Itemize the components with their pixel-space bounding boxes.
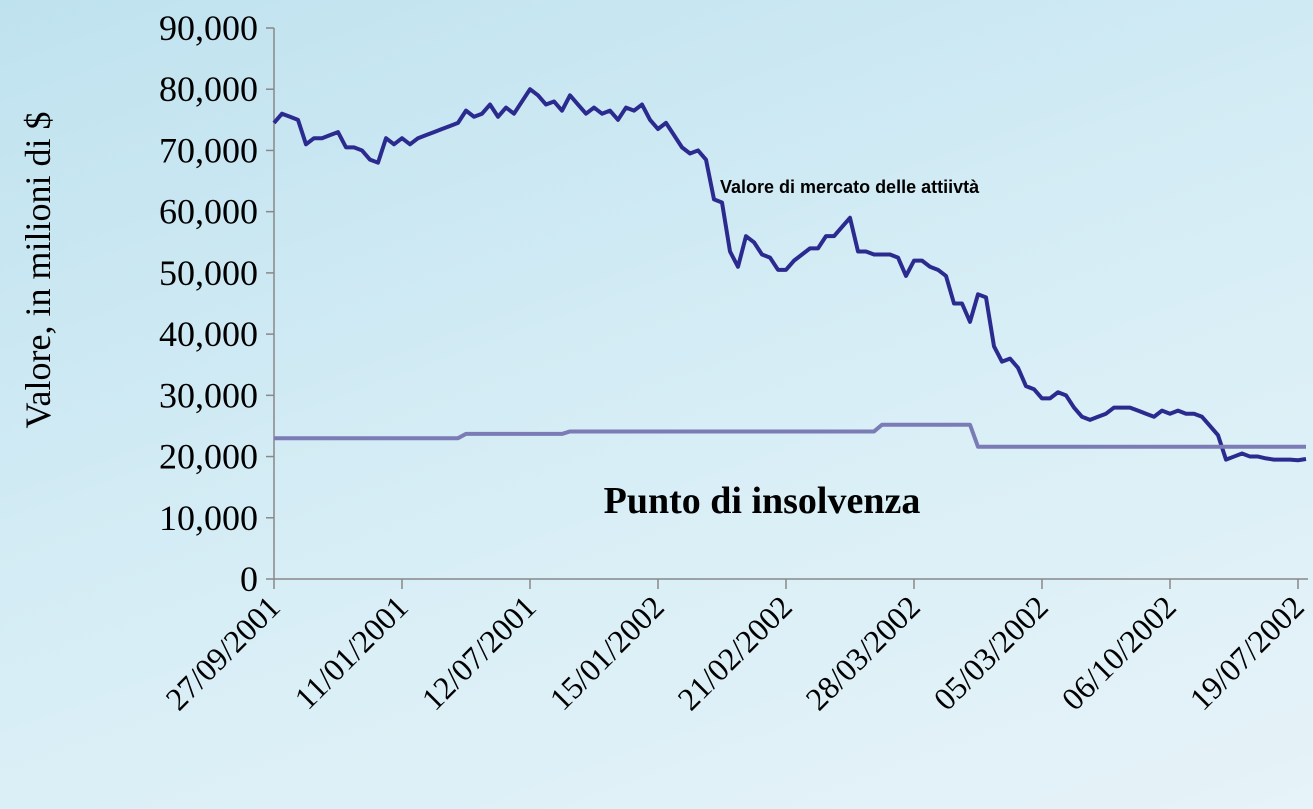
annotation: Punto di insolvenza — [604, 480, 921, 522]
x-tick-label: 27/09/2001 — [158, 588, 287, 717]
y-tick-label: 40,000 — [159, 314, 258, 354]
x-tick-label: 28/03/2002 — [798, 588, 927, 717]
y-tick-label: 50,000 — [159, 253, 258, 293]
y-tick-label: 10,000 — [159, 498, 258, 538]
y-tick-label: 20,000 — [159, 437, 258, 477]
series-line — [272, 87, 1307, 463]
x-tick-label: 05/03/2002 — [926, 588, 1055, 717]
x-tick-label: 21/02/2002 — [670, 588, 799, 717]
x-tick-label: 15/01/2002 — [542, 588, 671, 717]
y-tick-label: 80,000 — [159, 69, 258, 109]
y-axis-label: Valore, in milioni di $ — [18, 112, 58, 429]
annotation: Valore di mercato delle attiivtà — [720, 177, 980, 197]
series-line — [274, 422, 1306, 449]
y-tick-label: 0 — [240, 559, 258, 599]
x-tick-label: 12/07/2001 — [414, 588, 543, 717]
y-tick-label: 90,000 — [159, 8, 258, 48]
y-tick-label: 60,000 — [159, 192, 258, 232]
x-tick-label: 19/07/2002 — [1182, 588, 1311, 717]
y-tick-label: 30,000 — [159, 375, 258, 415]
y-tick-label: 70,000 — [159, 130, 258, 170]
x-tick-label: 11/01/2001 — [287, 588, 415, 716]
x-tick-label: 06/10/2002 — [1054, 588, 1183, 717]
